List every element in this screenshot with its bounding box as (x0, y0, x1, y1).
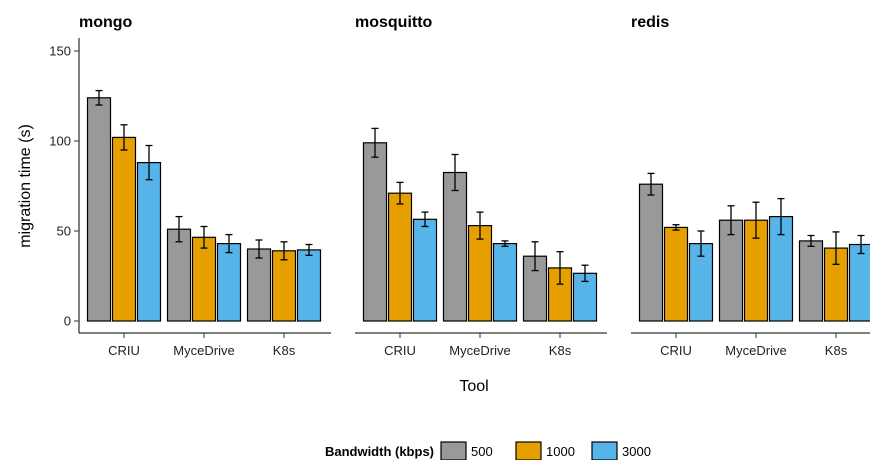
bar-mongo-CRIU-1000 (113, 137, 136, 321)
bar-redis-CRIU-500 (640, 184, 663, 321)
bar-mosquitto-MyceDrive-1000 (469, 226, 492, 321)
legend-label-500: 500 (471, 444, 493, 459)
legend-key-3000 (592, 442, 617, 460)
y-tick-label: 150 (49, 44, 71, 59)
bar-mosquitto-MyceDrive-500 (444, 173, 467, 322)
legend-key-1000 (516, 442, 541, 460)
y-tick-label: 100 (49, 134, 71, 149)
bar-mongo-K8s-500 (248, 249, 271, 321)
legend-key-500 (441, 442, 466, 460)
x-tick-label-CRIU: CRIU (660, 343, 692, 358)
bar-mongo-K8s-1000 (273, 251, 296, 321)
bar-redis-CRIU-1000 (665, 227, 688, 321)
x-tick-label-K8s: K8s (549, 343, 572, 358)
bar-mosquitto-CRIU-3000 (414, 219, 437, 321)
x-tick-label-CRIU: CRIU (108, 343, 140, 358)
bar-redis-MyceDrive-500 (720, 220, 743, 321)
x-tick-label-MyceDrive: MyceDrive (173, 343, 234, 358)
bar-mongo-CRIU-3000 (138, 163, 161, 321)
bar-mongo-K8s-3000 (298, 250, 321, 321)
x-tick-label-CRIU: CRIU (384, 343, 416, 358)
x-tick-label-K8s: K8s (825, 343, 848, 358)
bar-mongo-MyceDrive-1000 (193, 237, 216, 321)
panel-title-mosquitto: mosquitto (355, 14, 433, 31)
x-axis-title: Tool (459, 378, 488, 395)
x-tick-label-MyceDrive: MyceDrive (449, 343, 510, 358)
y-tick-label: 50 (57, 224, 71, 239)
x-tick-label-MyceDrive: MyceDrive (725, 343, 786, 358)
bar-redis-K8s-3000 (850, 245, 870, 322)
bar-mongo-MyceDrive-3000 (218, 244, 241, 321)
x-tick-label-K8s: K8s (273, 343, 296, 358)
bar-redis-K8s-500 (800, 241, 823, 321)
y-axis-title: migration time (s) (17, 124, 34, 248)
y-tick-label: 0 (64, 314, 71, 329)
legend-label-3000: 3000 (622, 444, 651, 459)
bar-mosquitto-CRIU-1000 (389, 193, 412, 321)
bar-mosquitto-CRIU-500 (364, 143, 387, 321)
panel-title-mongo: mongo (79, 14, 133, 31)
legend-title: Bandwidth (kbps) (325, 444, 434, 459)
legend-label-1000: 1000 (546, 444, 575, 459)
bar-mosquitto-MyceDrive-3000 (494, 244, 517, 321)
panel-title-redis: redis (631, 14, 669, 31)
bar-mongo-CRIU-500 (88, 98, 111, 321)
bar-mongo-MyceDrive-500 (168, 229, 191, 321)
